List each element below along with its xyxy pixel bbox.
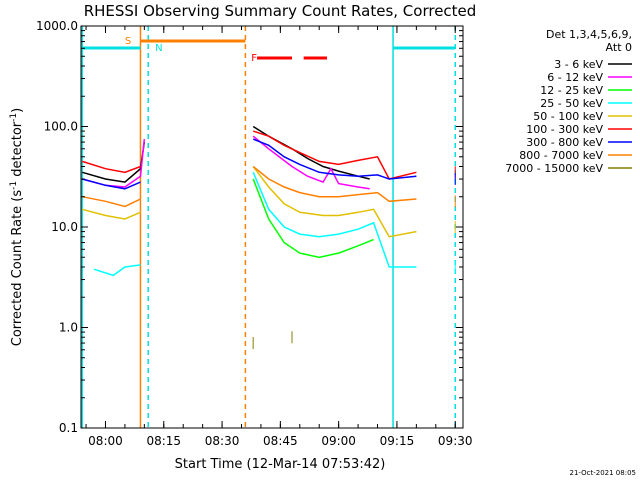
legend-label: 100 - 300 keV (526, 123, 603, 136)
y-tick-label: 1000.0 (36, 19, 78, 33)
x-axis-label: Start Time (12-Mar-14 07:53:42) (175, 457, 386, 472)
series-line (252, 138, 417, 180)
x-tick-label: 09:30 (438, 434, 473, 448)
series-line (82, 178, 141, 190)
legend-header-line1: Det 1,3,4,5,6,9, (546, 28, 632, 41)
flag-label-s: S (125, 36, 131, 47)
series-line (252, 172, 417, 268)
series-line (252, 178, 374, 259)
series-line (82, 208, 141, 220)
series-line (82, 195, 141, 208)
x-tick-label: 08:30 (205, 434, 240, 448)
series-line (252, 165, 417, 203)
x-tick-label: 09:00 (321, 434, 356, 448)
y-tick-label: 10.0 (51, 220, 78, 234)
legend-header-line2: Att 0 (606, 41, 632, 54)
series-line (252, 166, 417, 238)
y-tick-label: 100.0 (44, 120, 78, 134)
footer-date: 21-Oct-2021 08:05 (570, 469, 636, 477)
series-line (252, 130, 417, 180)
legend-label: 6 - 12 keV (547, 71, 603, 84)
legend-label: 300 - 800 keV (526, 136, 603, 149)
series-line (81, 160, 141, 174)
x-tick-label: 08:45 (263, 434, 298, 448)
series-line (252, 135, 370, 190)
y-axis-label: Corrected Count Rate (s-1 detector-1) (9, 108, 25, 346)
x-tick-label: 09:15 (380, 434, 415, 448)
legend-label: 12 - 25 keV (540, 84, 603, 97)
x-tick-label: 08:15 (146, 434, 181, 448)
legend-label: 50 - 100 keV (533, 110, 603, 123)
chart-title: RHESSI Observing Summary Count Rates, Co… (84, 2, 477, 20)
plot-frame (80, 25, 464, 429)
legend-label: 7000 - 15000 keV (505, 162, 603, 175)
legend-label: 25 - 50 keV (540, 97, 603, 110)
legend-label: 3 - 6 keV (554, 58, 603, 71)
series-line (81, 141, 146, 183)
y-tick-label: 1.0 (59, 321, 78, 335)
flag-label-f: F (251, 53, 257, 64)
series-line (252, 125, 370, 180)
y-tick-label: 0.1 (59, 421, 78, 435)
flag-label-n: N (155, 43, 162, 54)
legend-label: 800 - 7000 keV (519, 149, 603, 162)
series-line (93, 264, 141, 277)
x-tick-label: 08:00 (88, 434, 123, 448)
